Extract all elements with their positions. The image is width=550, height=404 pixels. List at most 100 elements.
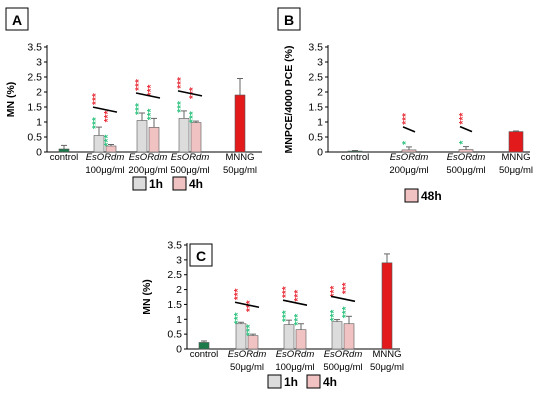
comparison-line — [459, 125, 473, 133]
category-label: EsORdm — [390, 152, 429, 163]
y-tick-label: 1 — [176, 314, 182, 326]
bar-4h — [190, 122, 202, 153]
comparison-line — [402, 126, 416, 133]
significance-stars-green: *** — [146, 108, 157, 120]
significance-stars-red: *** — [458, 113, 469, 125]
category-label: 200μg/ml — [128, 165, 167, 176]
y-tick-label: 3.5 — [167, 240, 182, 252]
y-tick-label: 0.5 — [308, 132, 323, 144]
y-tick-label: 0 — [317, 147, 323, 159]
significance-stars-green: *** — [245, 324, 256, 336]
y-tick-label: 1.5 — [27, 102, 42, 114]
category-label: EsORdm — [171, 152, 210, 163]
legend-label: 4h — [189, 177, 203, 191]
y-tick-label: 2 — [36, 87, 42, 99]
panel-label: C — [196, 248, 206, 264]
category-label: 50μg/ml — [370, 362, 404, 373]
bar-control — [347, 150, 363, 153]
y-tick-label: 3 — [317, 57, 323, 69]
significance-stars-green: *** — [329, 310, 340, 322]
category-label: 50μg/ml — [223, 165, 257, 176]
significance-stars-red: *** — [293, 290, 304, 302]
significance-stars-green: *** — [341, 306, 352, 318]
category-label: 200μg/ml — [389, 165, 428, 176]
panel-b: B 0 0.5 1 1.5 2 2.5 3 3.5 MNPCE/4000 PCE (%) contr… — [277, 7, 533, 203]
category-label: 50μg/ml — [230, 362, 264, 373]
significance-stars-red: *** — [176, 77, 187, 89]
panel-label: B — [284, 12, 294, 28]
y-tick-label: 2 — [176, 284, 182, 296]
legend-label: 4h — [323, 375, 337, 389]
bar-4h — [247, 335, 259, 350]
legend-label: 1h — [149, 177, 163, 191]
bar-control — [58, 148, 70, 153]
significance-stars-green: *** — [176, 101, 187, 113]
y-tick-label: 2.5 — [167, 269, 182, 281]
bar-4h — [148, 127, 160, 153]
category-label: 50μg/ml — [499, 165, 533, 176]
legend-swatch-4h — [306, 374, 321, 389]
y-tick-label: 2.5 — [308, 72, 323, 84]
y-tick-label: 1 — [317, 117, 323, 129]
y-axis-label: MN (%) — [5, 82, 17, 118]
category-label: 500μg/ml — [323, 362, 362, 373]
legend-swatch-1h — [132, 176, 147, 191]
bar-mnng — [508, 131, 524, 153]
bar-mnng — [381, 262, 393, 350]
comparison-line — [234, 301, 260, 309]
panel-label-box — [189, 243, 213, 267]
bar-1h — [283, 324, 295, 350]
significance-stars-red: *** — [91, 93, 102, 105]
legend-swatch-4h — [172, 176, 187, 191]
y-tick-label: 3.5 — [27, 42, 42, 54]
y-tick-label: 0 — [36, 147, 42, 159]
category-label: EsORdm — [129, 152, 168, 163]
bar-1h — [136, 120, 148, 153]
category-label: EsORdm — [276, 349, 315, 360]
y-tick-label: 3 — [176, 254, 182, 266]
y-tick-label: 0.5 — [27, 132, 42, 144]
significance-stars-red: *** — [233, 288, 244, 300]
category-label: control — [341, 152, 370, 163]
y-tick-label: 1.5 — [167, 299, 182, 311]
legend-label: 1h — [284, 375, 298, 389]
significance-stars-green: *** — [281, 310, 292, 322]
significance-stars-red: *** — [281, 286, 292, 298]
bar-control — [198, 342, 210, 350]
panel-a: A 0 0.5 1 1.5 2 2.5 3 3.5 MN (%) control EsORdm 100μ… — [5, 7, 262, 191]
comparison-line — [177, 90, 203, 97]
y-tick-label: 3 — [36, 57, 42, 69]
bar-48h — [401, 149, 417, 153]
category-label: EsORdm — [324, 349, 363, 360]
panel-c: C 0 0.5 1 1.5 2 2.5 3 3.5 MN (%) control EsORdm 50μg… — [141, 240, 404, 390]
bar-48h — [458, 149, 474, 153]
y-tick-label: 1 — [36, 117, 42, 129]
bar-1h — [331, 321, 343, 350]
panel-label: A — [12, 12, 22, 28]
category-label: MNNG — [225, 152, 254, 163]
y-tick-label: 0.5 — [167, 329, 182, 341]
legend-label: 48h — [421, 189, 442, 203]
category-label: MNNG — [501, 152, 530, 163]
legend-swatch-1h — [267, 374, 282, 389]
bar-4h — [295, 329, 307, 350]
category-label: control — [190, 349, 219, 360]
significance-stars-green: *** — [134, 103, 145, 115]
bar-mnng — [234, 94, 246, 153]
significance-stars-red: *** — [146, 84, 157, 96]
bar-4h — [343, 323, 355, 350]
comparison-line — [135, 92, 161, 99]
category-label: control — [50, 152, 79, 163]
significance-stars-green: * — [458, 141, 469, 145]
significance-stars-green: *** — [91, 117, 102, 129]
y-tick-label: 0 — [176, 344, 182, 356]
significance-stars-green: * — [401, 141, 412, 145]
category-label: 500μg/ml — [170, 165, 209, 176]
category-label: 500μg/ml — [446, 165, 485, 176]
significance-stars-red: *** — [188, 87, 199, 99]
significance-stars-green: *** — [188, 111, 199, 123]
category-label: 100μg/ml — [85, 165, 124, 176]
significance-stars-red: *** — [329, 286, 340, 298]
significance-stars-red: *** — [341, 282, 352, 294]
